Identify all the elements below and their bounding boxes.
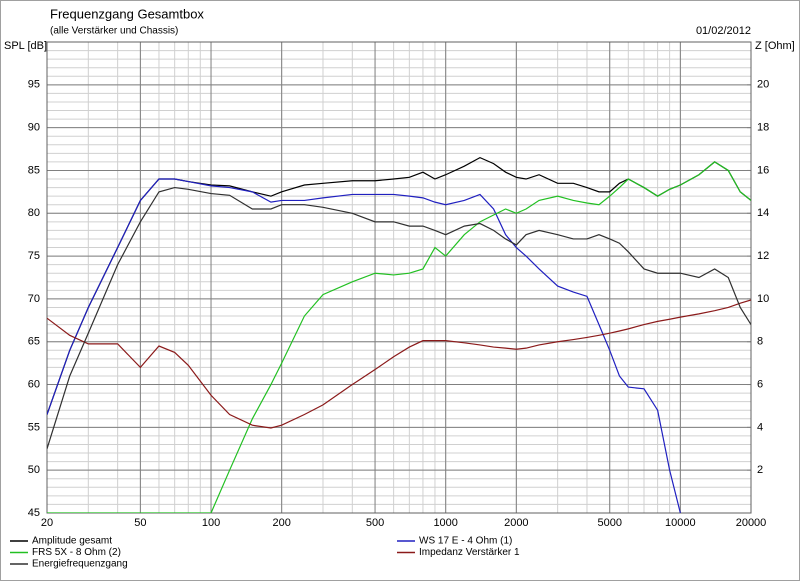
y2-tick-label: 14 [757, 207, 769, 219]
y2-tick-label: 8 [757, 336, 763, 348]
y2-tick-label: 4 [757, 421, 763, 433]
y-tick-label: 90 [28, 122, 40, 134]
date: 01/02/2012 [696, 25, 751, 37]
y2-tick-label: 20 [757, 79, 769, 91]
y-axis-label: SPL [dB] [4, 40, 47, 52]
x-tick-label: 100 [202, 517, 220, 529]
legend-label: FRS 5X - 8 Ohm (2) [32, 547, 121, 558]
y-tick-label: 55 [28, 421, 40, 433]
x-tick-label: 500 [366, 517, 384, 529]
y2-tick-label: 12 [757, 250, 769, 262]
y2-tick-label: 10 [757, 293, 769, 305]
x-tick-label: 20 [41, 517, 53, 529]
series-line [47, 186, 751, 449]
chart-subtitle: (alle Verstärker und Chassis) [50, 26, 178, 37]
y-tick-label: 45 [28, 507, 40, 519]
legend-label: Energiefrequenzgang [32, 559, 128, 570]
chart-title: Frequenzgang Gesamtbox [50, 6, 204, 21]
y-tick-label: 65 [28, 336, 40, 348]
plot-border [46, 41, 752, 514]
x-tick-label: 20000 [736, 517, 767, 529]
legend-label: WS 17 E - 4 Ohm (1) [419, 536, 512, 547]
y2-tick-label: 6 [757, 378, 763, 390]
y2-tick-label: 16 [757, 164, 769, 176]
y-tick-label: 85 [28, 164, 40, 176]
y-tick-label: 80 [28, 207, 40, 219]
series-line [47, 161, 751, 513]
x-tick-label: 10000 [665, 517, 696, 529]
legend-label: Impedanz Verstärker 1 [419, 547, 520, 558]
y-tick-label: 60 [28, 378, 40, 390]
x-tick-label: 200 [272, 517, 290, 529]
y2-axis-label: Z [Ohm] [755, 40, 795, 52]
x-tick-label: 1000 [433, 517, 457, 529]
x-tick-label: 5000 [597, 517, 621, 529]
series-line [47, 178, 681, 513]
y-tick-label: 50 [28, 464, 40, 476]
legend-label: Amplitude gesamt [32, 536, 112, 547]
x-tick-label: 2000 [504, 517, 528, 529]
series-line [47, 299, 751, 429]
x-tick-label: 50 [134, 517, 146, 529]
y-tick-label: 75 [28, 250, 40, 262]
y-tick-label: 95 [28, 79, 40, 91]
y-tick-label: 70 [28, 293, 40, 305]
y2-tick-label: 18 [757, 122, 769, 134]
plot-area [47, 156, 751, 513]
y2-tick-label: 2 [757, 464, 763, 476]
